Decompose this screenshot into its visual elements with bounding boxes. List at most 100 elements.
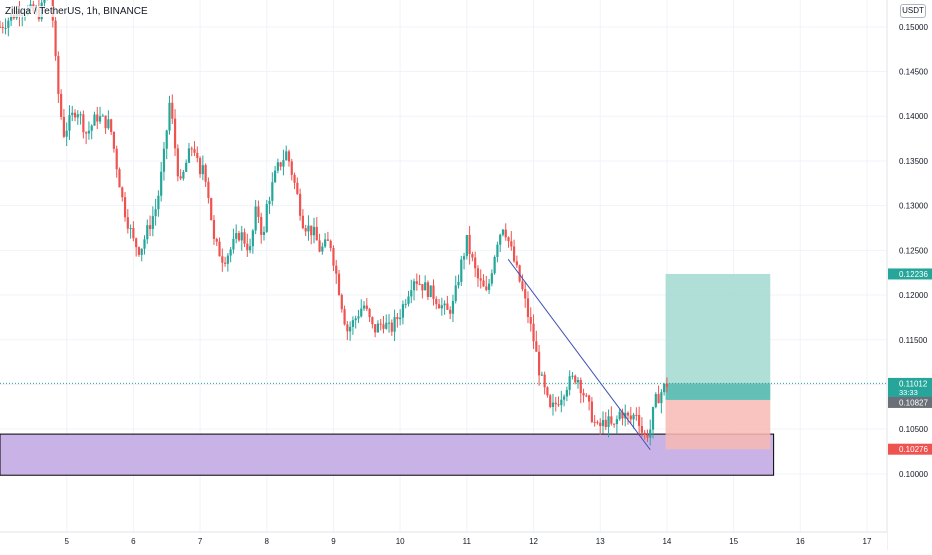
price-label-target <box>888 268 932 280</box>
candle-body <box>362 305 366 309</box>
candle-body <box>657 394 660 404</box>
demand-zone-layer <box>0 433 775 476</box>
price-tick-label: 0.12000 <box>899 291 928 300</box>
candle-body <box>60 93 63 117</box>
candle-body <box>446 303 449 310</box>
candle-body <box>79 114 82 116</box>
candle-body <box>435 298 438 305</box>
candle-body <box>504 229 507 238</box>
candle-body <box>168 102 171 131</box>
price-tick-label: 0.13500 <box>899 157 928 166</box>
candle-body <box>76 114 79 118</box>
demand-zone[interactable] <box>0 433 775 476</box>
candle-body <box>93 114 96 126</box>
candle-body <box>490 273 493 284</box>
candle-body <box>110 119 113 132</box>
candle-body <box>429 285 432 297</box>
countdown-text: 33:33 <box>899 388 918 397</box>
price-tick-label: 0.11500 <box>899 336 928 345</box>
trendline-layer[interactable] <box>507 258 651 451</box>
candlestick-series <box>0 0 669 446</box>
price-label-target-text: 0.12236 <box>899 270 928 279</box>
candle-body <box>474 257 477 269</box>
candle-body <box>404 303 407 305</box>
time-tick-label: 7 <box>198 537 203 546</box>
candle-body <box>524 289 527 299</box>
trendline[interactable] <box>507 258 651 451</box>
candle-body <box>121 187 124 198</box>
candle-body <box>582 393 585 396</box>
candle-body <box>215 238 218 242</box>
price-tick-label: 0.15000 <box>899 23 928 32</box>
candle-body <box>393 317 396 332</box>
candle-body <box>399 317 402 320</box>
candle-body <box>282 160 285 167</box>
candle-body <box>287 151 291 162</box>
candle-body <box>123 197 127 218</box>
candle-body <box>324 239 327 247</box>
candle-body <box>307 225 310 232</box>
candle-body <box>57 56 60 94</box>
candle-body <box>268 200 271 205</box>
price-tick-label: 0.14500 <box>899 68 928 77</box>
candle-body <box>246 243 249 251</box>
candle-body <box>299 193 302 216</box>
time-tick-label: 11 <box>463 537 472 546</box>
price-label-stop-text: 0.10276 <box>899 445 928 454</box>
candle-body <box>157 195 160 210</box>
candle-body <box>154 209 157 217</box>
candle-body <box>179 176 182 179</box>
position-target-area[interactable] <box>665 273 771 400</box>
time-tick-label: 9 <box>331 537 336 546</box>
long-position-layer[interactable] <box>0 273 887 450</box>
candle-body <box>646 434 649 438</box>
candle-body <box>346 324 349 332</box>
candle-body <box>543 374 546 388</box>
time-tick-label: 5 <box>64 537 69 546</box>
candle-body <box>137 247 141 255</box>
candle-body <box>401 304 405 318</box>
candle-body <box>540 374 543 376</box>
candle-body <box>551 402 555 408</box>
candle-body <box>354 318 357 321</box>
candle-body <box>638 415 641 426</box>
position-stop-area[interactable] <box>665 399 771 450</box>
candle-body <box>379 323 382 325</box>
candle-body <box>487 283 491 290</box>
candle-body <box>457 281 460 286</box>
candle-body <box>613 423 616 425</box>
candle-body <box>210 198 213 220</box>
candle-body <box>476 268 480 279</box>
candle-body <box>165 130 168 149</box>
time-axis[interactable]: 5 6 7 8 9 10 11 12 13 14 15 16 17 <box>0 531 887 550</box>
candle-body <box>410 290 413 297</box>
candle-body <box>290 161 293 175</box>
candle-body <box>451 301 455 314</box>
candle-body <box>232 238 235 250</box>
candle-body <box>376 323 380 333</box>
candle-body <box>182 171 185 179</box>
candle-body <box>187 148 191 163</box>
time-tick-label: 17 <box>863 537 872 546</box>
candle-body <box>385 322 388 329</box>
candle-body <box>412 281 416 291</box>
candle-body <box>415 281 418 284</box>
candle-body <box>226 255 229 264</box>
candle-body <box>521 281 524 290</box>
candle-body <box>212 219 216 239</box>
candle-body <box>449 309 452 314</box>
candle-body <box>629 415 632 420</box>
currency-badge[interactable]: USDT <box>900 4 926 18</box>
candle-body <box>90 125 93 131</box>
candle-body <box>329 240 332 249</box>
candle-body <box>468 234 471 254</box>
candle-body <box>310 225 313 236</box>
candle-body <box>101 115 104 117</box>
candle-body <box>454 285 457 302</box>
candle-body <box>585 395 588 397</box>
candle-body <box>479 278 482 281</box>
candle-body <box>274 170 277 183</box>
candle-body <box>574 375 577 383</box>
